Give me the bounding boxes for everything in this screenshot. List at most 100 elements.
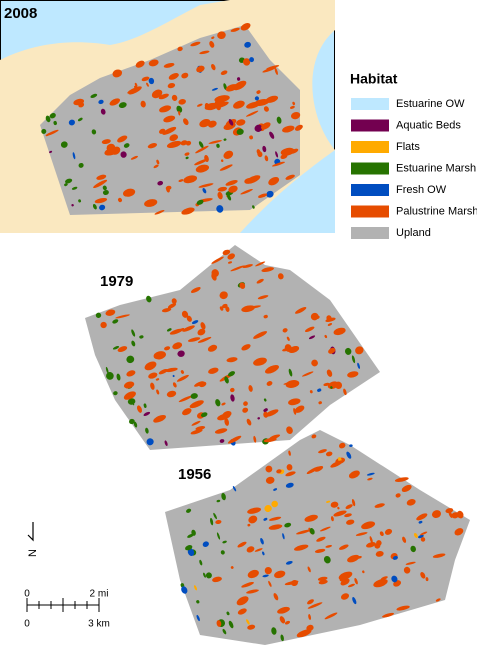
habitat-patch bbox=[159, 105, 172, 113]
habitat-patch bbox=[123, 381, 135, 389]
habitat-patch bbox=[330, 460, 343, 468]
habitat-patch bbox=[186, 508, 192, 513]
habitat-patch bbox=[274, 67, 278, 75]
habitat-patch bbox=[144, 361, 157, 371]
habitat-patch bbox=[435, 598, 441, 602]
habitat-patch bbox=[181, 72, 189, 79]
habitat-patch bbox=[94, 197, 108, 204]
habitat-patch bbox=[294, 124, 303, 131]
habitat-patch bbox=[223, 138, 227, 141]
habitat-patch bbox=[244, 41, 251, 48]
habitat-patch bbox=[346, 451, 352, 459]
habitat-patch bbox=[222, 540, 227, 544]
habitat-patch bbox=[290, 105, 295, 109]
habitat-patch bbox=[171, 94, 178, 101]
habitat-patch bbox=[351, 355, 356, 364]
habitat-patch bbox=[318, 579, 328, 585]
habitat-patch bbox=[191, 420, 201, 426]
habitat-patch bbox=[200, 412, 208, 418]
scale-bar: 0 2 mi 0 3 km bbox=[24, 589, 110, 630]
habitat-patch bbox=[93, 179, 108, 189]
legend-swatch bbox=[351, 162, 389, 175]
habitat-patch bbox=[232, 486, 237, 492]
habitat-patch bbox=[211, 87, 218, 91]
habitat-patch bbox=[216, 532, 221, 540]
arrow-shape bbox=[27, 522, 34, 542]
habitat-patch bbox=[221, 402, 226, 406]
habitat-patch bbox=[64, 183, 68, 187]
habitat-patch bbox=[268, 580, 272, 587]
habitat-patch bbox=[352, 597, 357, 605]
habitat-patch bbox=[348, 470, 360, 479]
legend-label: Upland bbox=[396, 227, 431, 239]
habitat-patch bbox=[176, 105, 183, 113]
habitat-patch bbox=[242, 407, 249, 413]
habitat-patch bbox=[354, 577, 358, 585]
habitat-patch bbox=[236, 596, 249, 606]
habitat-patch bbox=[262, 574, 269, 578]
habitat-patch bbox=[286, 336, 290, 341]
habitat-patch bbox=[102, 185, 107, 191]
habitat-patch bbox=[242, 58, 251, 66]
habitat-patch bbox=[266, 381, 273, 386]
habitat-patch bbox=[167, 82, 176, 89]
habitat-patch bbox=[135, 60, 145, 68]
habitat-patch bbox=[396, 605, 410, 611]
habitat-patch bbox=[262, 145, 267, 153]
habitat-patch bbox=[348, 583, 355, 588]
habitat-patch bbox=[219, 291, 228, 300]
habitat-patch bbox=[248, 515, 258, 524]
habitat-patch bbox=[247, 507, 262, 514]
habitat-patch bbox=[265, 465, 273, 473]
habitat-patch bbox=[347, 371, 359, 378]
habitat-patch bbox=[197, 336, 212, 343]
habitat-patch bbox=[199, 381, 207, 388]
habitat-patch bbox=[309, 390, 313, 394]
habitat-patch bbox=[345, 504, 353, 509]
habitat-patch bbox=[117, 346, 128, 353]
habitat-patch bbox=[222, 411, 232, 418]
bay bbox=[240, 150, 335, 233]
habitat-patch bbox=[126, 370, 136, 377]
habitat-patch bbox=[208, 140, 222, 144]
habitat-patch bbox=[249, 305, 262, 309]
habitat-patch bbox=[288, 368, 293, 377]
habitat-patch bbox=[265, 95, 279, 103]
habitat-patch bbox=[141, 76, 150, 82]
habitat-patch bbox=[196, 65, 205, 73]
habitat-patch bbox=[99, 204, 106, 211]
habitat-patch bbox=[253, 331, 268, 339]
habitat-patch bbox=[227, 194, 232, 201]
habitat-patch bbox=[263, 398, 267, 402]
habitat-patch bbox=[163, 62, 175, 68]
habitat-patch bbox=[361, 521, 376, 530]
habitat-patch bbox=[327, 323, 333, 326]
habitat-patch bbox=[120, 151, 127, 158]
habitat-patch bbox=[275, 151, 279, 158]
habitat-patch bbox=[144, 199, 158, 207]
habitat-patch bbox=[219, 164, 233, 171]
habitat-patch bbox=[168, 73, 179, 80]
habitat-patch bbox=[148, 77, 155, 85]
habitat-patch bbox=[379, 531, 384, 537]
habitat-patch bbox=[285, 471, 296, 477]
habitat-patch bbox=[91, 129, 97, 135]
habitat-patch bbox=[207, 120, 217, 128]
habitat-patch bbox=[351, 499, 356, 507]
habitat-patch bbox=[77, 117, 83, 122]
habitat-patch bbox=[112, 346, 120, 350]
habitat-patch bbox=[384, 528, 393, 535]
habitat-patch bbox=[277, 606, 290, 614]
habitat-patch bbox=[156, 389, 160, 395]
legend-label: Estuarine OW bbox=[396, 98, 465, 110]
habitat-patch bbox=[431, 510, 442, 519]
habitat-patch bbox=[199, 50, 210, 55]
habitat-patch bbox=[356, 555, 362, 559]
legend-title: Habitat bbox=[350, 71, 398, 87]
habitat-patch bbox=[128, 86, 142, 95]
habitat-patch bbox=[236, 119, 246, 126]
habitat-patch bbox=[307, 566, 311, 573]
habitat-patch bbox=[146, 295, 152, 303]
habitat-patch bbox=[118, 197, 122, 203]
